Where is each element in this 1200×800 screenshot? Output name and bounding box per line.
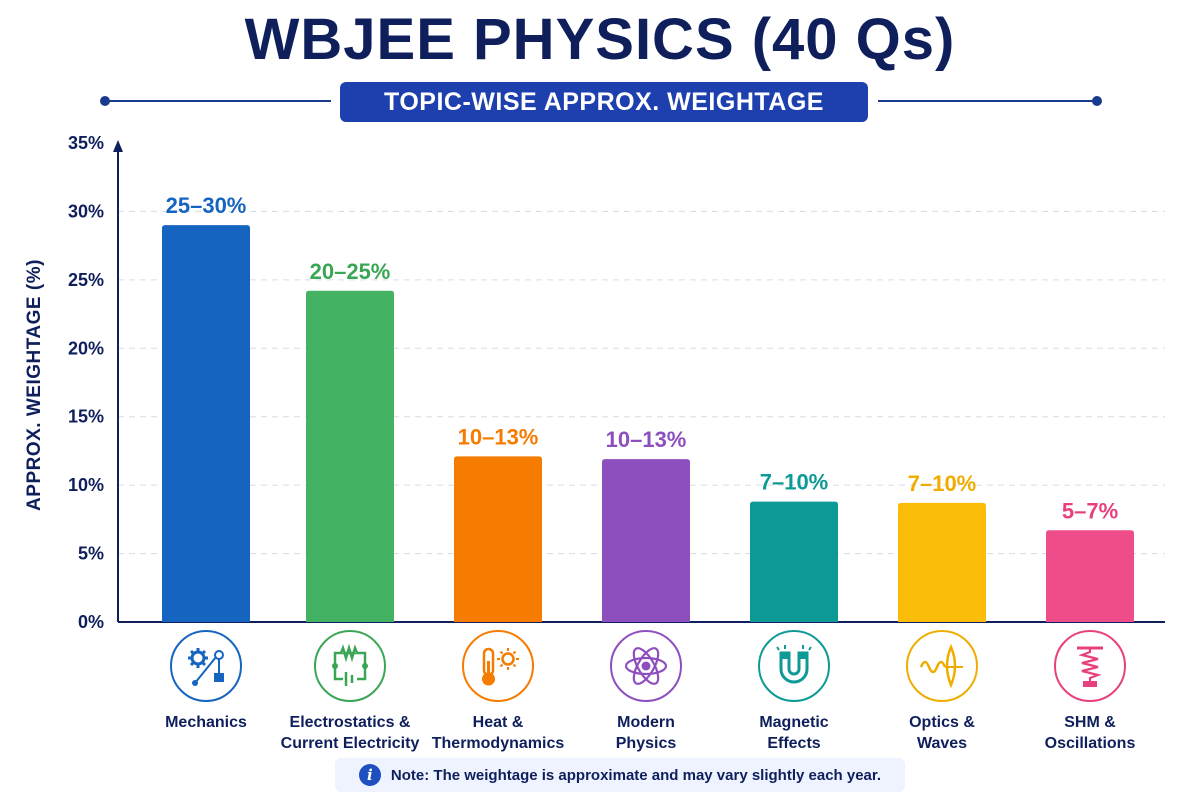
x-tick-label: Electrostatics & Current Electricity [270,712,430,754]
bar [750,501,838,622]
wave-lens-icon [906,630,978,702]
x-tick-label-line: Thermodynamics [431,735,565,752]
spring-icon [1054,630,1126,702]
topic-6: SHM & Oscillations [1010,630,1170,754]
x-tick-label-line: Electrostatics & [289,714,411,731]
y-tick-label: 10% [68,475,104,495]
info-icon: i [358,764,381,786]
note-text: Note: The weightage is approximate and m… [390,766,882,784]
topic-4: Magnetic Effects [714,630,874,754]
data-label: 25–30% [166,193,247,218]
topic-3: Modern Physics [566,630,726,754]
chart-title: WBJEE PHYSICS (40 Qs) [244,7,956,72]
x-tick-label-line: Heat & [472,714,524,731]
x-tick-label-line: Waves [916,735,968,752]
data-label: 10–13% [458,424,539,449]
x-tick-label-line: Oscillations [1044,735,1136,752]
x-tick-label: Modern Physics [566,712,726,754]
y-tick-label: 20% [68,338,104,358]
x-tick-label-line: Current Electricity [280,735,420,752]
gear-pulley-icon [170,630,242,702]
bar [898,502,986,622]
x-tick-label-line: Physics [615,735,677,752]
x-tick-label: SHM & Oscillations [1010,712,1170,754]
y-tick-label: 5% [78,544,104,564]
atom-icon [610,630,682,702]
thermometer-sun-icon [462,630,534,702]
y-tick-label: 25% [68,270,104,290]
y-tick-label: 15% [68,407,104,427]
data-label: 7–10% [760,470,829,495]
circuit-icon [314,630,386,702]
x-tick-label: Mechanics [126,712,286,733]
x-tick-label-line: Magnetic [759,714,829,731]
y-tick-label: 0% [78,612,104,632]
bar [454,456,542,622]
title-rule-left-dot [100,96,110,106]
bar [162,225,250,622]
magnet-icon [758,630,830,702]
y-axis-arrow [113,140,123,152]
data-label: 20–25% [310,259,391,284]
topic-5: Optics & Waves [862,630,1022,754]
topic-2: Heat & Thermodynamics [418,630,578,754]
y-tick-label: 35% [68,133,104,153]
bar [602,459,690,622]
title-rule-left [105,100,331,102]
x-tick-label-line: Optics & [909,714,975,731]
x-tick-label-line: Modern [617,714,675,731]
note-banner: i Note: The weightage is approximate and… [335,758,905,792]
topic-1: Electrostatics & Current Electricity [270,630,430,754]
x-tick-label-line: SHM & [1064,714,1116,731]
x-tick-label-line: Effects [767,735,821,752]
x-tick-label-line: Mechanics [165,714,247,731]
title-rule-right [878,100,1096,102]
y-tick-label: 30% [68,201,104,221]
title-rule-right-dot [1092,96,1102,106]
chart-subtitle: TOPIC-WISE APPROX. WEIGHTAGE [340,82,868,122]
x-tick-label: Heat & Thermodynamics [418,712,578,754]
bar [1046,530,1134,622]
data-label: 10–13% [606,427,687,452]
topic-0: Mechanics [126,630,286,733]
x-tick-label: Optics & Waves [862,712,1022,754]
data-label: 5–7% [1062,498,1118,523]
bar [306,290,394,622]
data-label: 7–10% [908,471,977,496]
x-tick-label: Magnetic Effects [714,712,874,754]
